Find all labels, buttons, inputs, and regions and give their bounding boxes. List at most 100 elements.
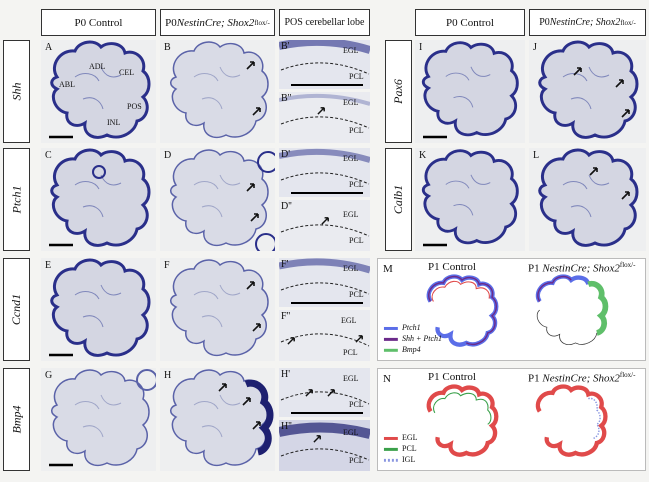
cerebellum-section-image: [169, 149, 275, 251]
panel-b-shh-mutant: B: [160, 40, 275, 143]
panel-k-calb1-control: K: [415, 148, 525, 251]
layer-label-egl: EGL: [343, 154, 359, 163]
diagram-title-mutant: P1 NestinCre; Shox2flox/-: [528, 371, 636, 385]
panel-e-ccnd1-control: E: [41, 258, 156, 361]
layer-label-egl: EGL: [343, 264, 359, 273]
header-pos-lobe: POS cerebellar lobe: [279, 9, 370, 36]
layer-label-pcl: PCL: [349, 456, 364, 465]
panel-label: K: [419, 150, 427, 161]
legend-egl: EGL: [402, 433, 418, 442]
panel-l-calb1-mutant: L: [529, 148, 646, 251]
layer-label-pcl: PCL: [349, 400, 364, 409]
panel-label: H': [281, 369, 291, 380]
lobe-label-cel: CEL: [119, 68, 135, 77]
legend-ptch1: Ptch1: [402, 323, 421, 332]
panel-label: G: [45, 370, 53, 381]
panel-f-ccnd1-mutant: F: [160, 258, 275, 361]
header-p0-control: P0 Control: [41, 9, 156, 36]
layer-label-egl: EGL: [343, 374, 359, 383]
lobe-label-pos: POS: [127, 102, 142, 111]
panel-b-prime: B' EGL PCL: [279, 40, 370, 89]
schematic-gene-expression: [383, 274, 609, 352]
panel-label: L: [533, 150, 540, 161]
row-label-calb1: Calb1: [385, 148, 412, 251]
diagram-title-mutant: P1 NestinCre; Shox2flox/-: [528, 261, 636, 275]
layer-label-egl: EGL: [341, 316, 357, 325]
panel-i-pax6-control: I: [415, 40, 525, 143]
panel-label: I: [419, 42, 423, 53]
schematic-layers: [383, 384, 608, 462]
legend-shh-ptch1: Shh + Ptch1: [402, 334, 443, 343]
panel-label: H: [164, 370, 172, 381]
panel-label: D'': [281, 201, 292, 212]
cerebellum-section-image: [169, 259, 269, 357]
panel-h-double-prime: H'' EGL PCL: [279, 420, 370, 471]
row-label-bmp4: Bmp4: [3, 368, 30, 471]
cerebellum-section-image: [169, 41, 269, 139]
row-label-ccnd1: Ccnd1: [3, 258, 30, 361]
panel-a-shh-control: A ABL ADL CEL POS INL: [41, 40, 156, 143]
panel-label: B': [281, 41, 290, 52]
layer-label-egl: EGL: [343, 210, 359, 219]
lobe-label-inl: INL: [107, 118, 121, 127]
panel-label: B'': [281, 93, 292, 104]
legend-pcl: PCL: [402, 444, 417, 453]
panel-label: J: [533, 42, 537, 53]
layer-label-pcl: PCL: [349, 290, 364, 299]
cerebellum-section-image: [169, 369, 274, 467]
panel-j-pax6-mutant: J: [529, 40, 646, 143]
legend-bmp4: Bmp4: [402, 345, 421, 354]
cerebellum-section-image: [421, 41, 519, 139]
diagram-m: M P1 Control P1 NestinCre; Shox2flox/- P…: [377, 258, 646, 361]
layer-label-pcl: PCL: [349, 126, 364, 135]
panel-label: H'': [281, 421, 292, 432]
diagram-title-control: P1 Control: [428, 261, 476, 273]
panel-label: F: [164, 260, 170, 271]
panel-b-double-prime: B'' EGL PCL: [279, 92, 370, 143]
layer-label-pcl: PCL: [349, 180, 364, 189]
legend-igl: IGL: [402, 455, 416, 464]
panel-label: C: [45, 150, 52, 161]
panel-label: D': [281, 149, 291, 160]
panel-label: D: [164, 150, 172, 161]
layer-label-pcl: PCL: [349, 72, 364, 81]
panel-f-double-prime: F'' EGL PCL: [279, 310, 370, 361]
panel-label: F': [281, 259, 289, 270]
cerebellum-section-image: [49, 40, 151, 139]
layer-label-egl: EGL: [343, 98, 359, 107]
panel-label: N: [383, 373, 391, 385]
layer-label-pcl: PCL: [349, 236, 364, 245]
panel-d-prime: D' EGL PCL: [279, 148, 370, 197]
header-p0-mutant-right: P0 NestinCre; Shox2 flox/-: [529, 9, 646, 36]
header-p0-control-right: P0 Control: [415, 9, 525, 36]
lobe-label-abl: ABL: [59, 80, 75, 89]
cerebellum-section-image: [49, 258, 151, 357]
cerebellum-section-image: [538, 40, 639, 139]
panel-label: A: [45, 42, 53, 53]
panel-f-prime: F' EGL PCL: [279, 258, 370, 307]
panel-c-ptch1-control: C: [41, 148, 156, 251]
panel-d-ptch1-mutant: D: [160, 148, 275, 251]
panel-g-bmp4-control: G: [41, 368, 156, 471]
panel-d-double-prime: D'' EGL PCL: [279, 200, 370, 251]
panel-label: F'': [281, 311, 291, 322]
layer-label-egl: EGL: [343, 428, 359, 437]
lobe-label-adl: ADL: [89, 62, 106, 71]
row-label-ptch1: Ptch1: [3, 148, 30, 251]
row-label-shh: Shh: [3, 40, 30, 143]
diagram-title-control: P1 Control: [428, 371, 476, 383]
diagram-n: N P1 Control P1 NestinCre; Shox2flox/- E…: [377, 368, 646, 471]
header-p0-mutant: P0 NestinCre; Shox2 flox/-: [160, 9, 275, 36]
panel-label: E: [45, 260, 52, 271]
panel-label: B: [164, 42, 171, 53]
panel-h-prime: H' EGL PCL: [279, 368, 370, 417]
panel-label: M: [383, 263, 393, 275]
panel-h-bmp4-mutant: H: [160, 368, 275, 471]
cerebellum-section-image: [421, 149, 519, 247]
layer-label-egl: EGL: [343, 46, 359, 55]
layer-label-pcl: PCL: [343, 348, 358, 357]
cerebellum-section-image: [538, 148, 639, 247]
cerebellum-section-image: [49, 369, 156, 467]
row-label-pax6: Pax6: [385, 40, 412, 143]
cerebellum-section-image: [49, 148, 151, 247]
